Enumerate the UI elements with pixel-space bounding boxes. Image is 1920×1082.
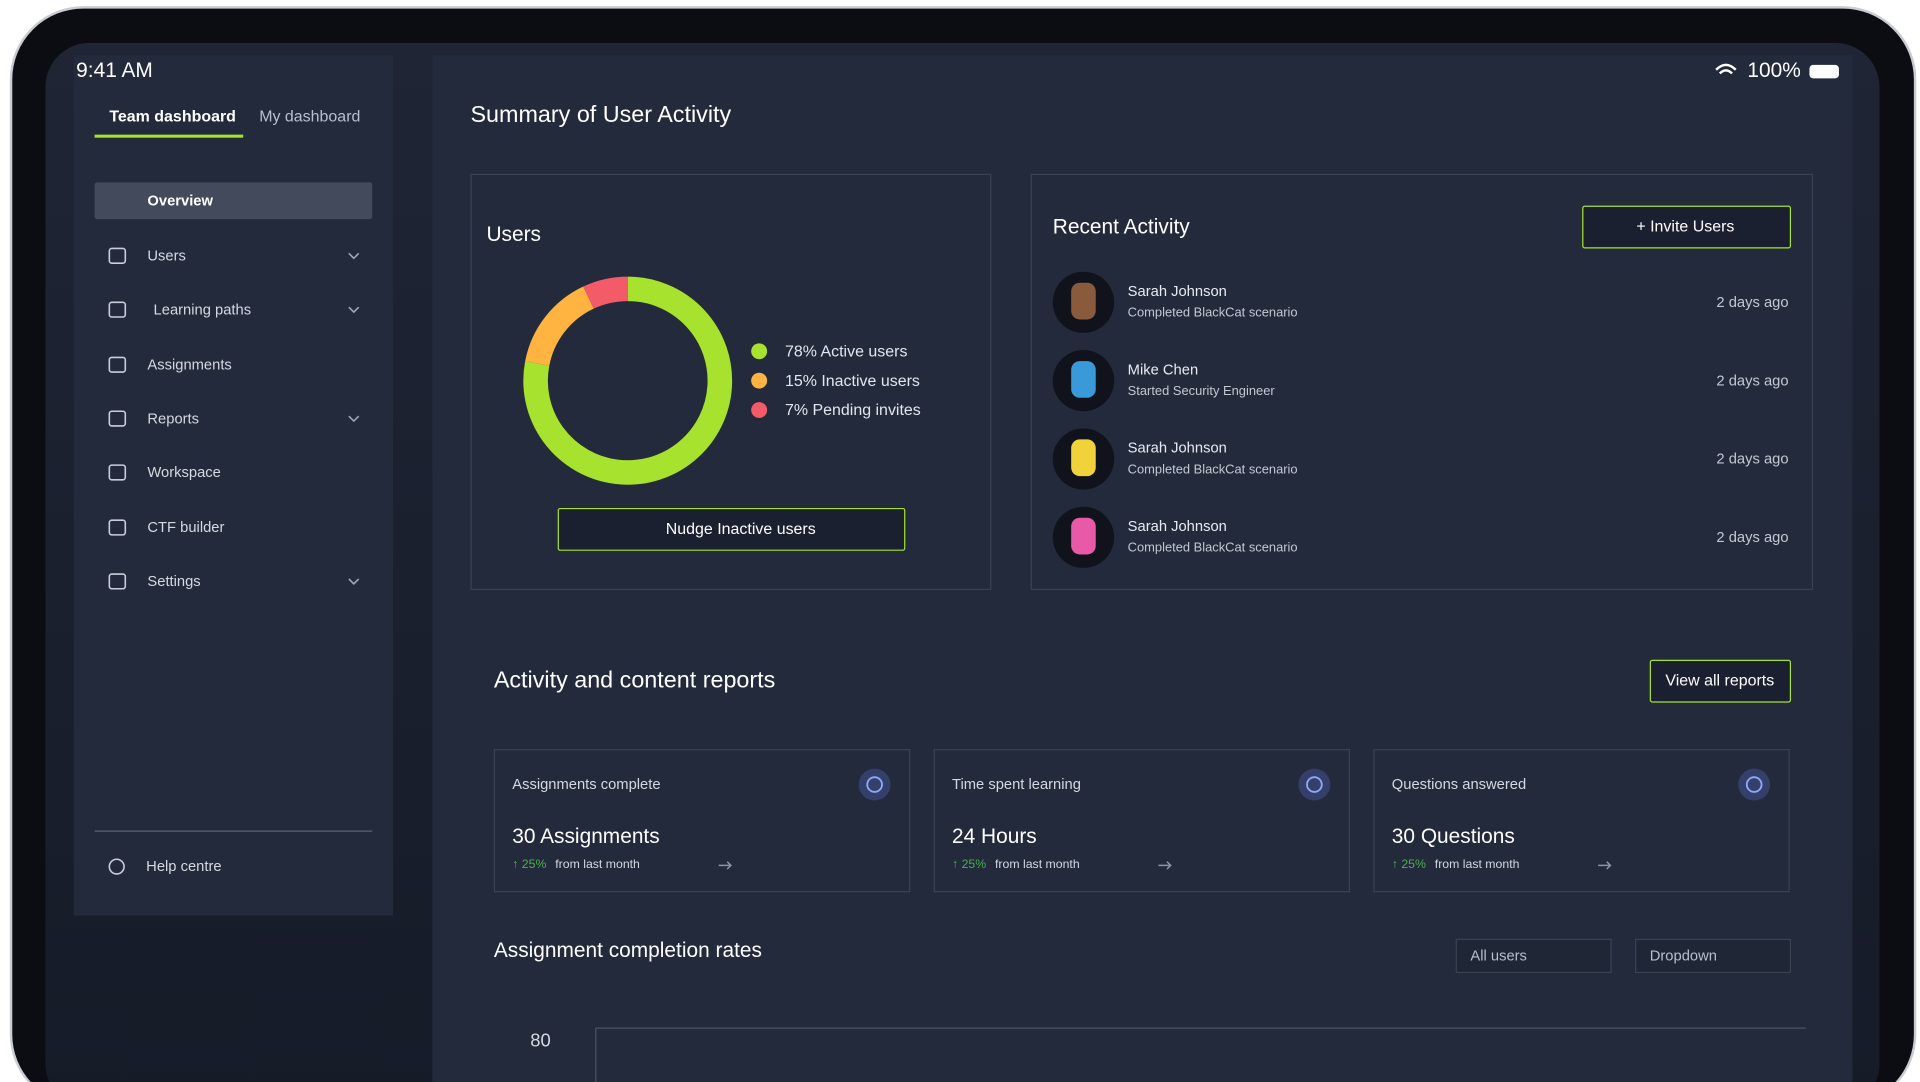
activity-time: 2 days ago	[1716, 528, 1789, 546]
status-battery: 100%	[1747, 58, 1801, 82]
nav-chevron	[348, 306, 360, 314]
nav-icon	[108, 301, 127, 318]
view-reports-label: View all reports	[1665, 670, 1775, 690]
filter-dropdown[interactable]	[1635, 938, 1792, 974]
nav-icon	[108, 573, 127, 590]
nudge-button-label: Nudge Inactive users	[665, 519, 816, 538]
sidebar-tab[interactable]: My dashboard	[259, 106, 361, 126]
stat-card	[493, 749, 911, 893]
recent-title: Recent Activity	[1052, 215, 1190, 239]
nudge-button[interactable]	[557, 507, 906, 551]
stat-note: from last month	[995, 858, 1080, 872]
legend-label: 7% Pending invites	[784, 400, 921, 419]
stat-change: ↑ 25%	[512, 858, 547, 872]
filter-label: All users	[1470, 947, 1527, 965]
nav-chevron	[348, 415, 360, 423]
wifi-icon	[1715, 63, 1737, 75]
stat-label: Assignments complete	[512, 775, 661, 793]
stat-arrow	[718, 861, 732, 870]
legend-dot	[751, 402, 768, 418]
stat-change: ↑ 25%	[1391, 858, 1426, 872]
legend-dot	[751, 372, 768, 389]
stat-icon	[858, 768, 891, 801]
stat-note: from last month	[1434, 858, 1520, 872]
nav-item[interactable]: CTF builder	[147, 518, 225, 536]
activity-action: Completed BlackCat scenario	[1127, 540, 1298, 556]
activity-time: 2 days ago	[1716, 450, 1789, 468]
nav-highlight	[94, 182, 373, 220]
activity-name: Mike Chen	[1127, 360, 1199, 378]
stat-value: 30 Assignments	[512, 824, 660, 848]
donut-segment	[523, 276, 733, 485]
status-time: 9:41 AM	[76, 58, 153, 82]
avatar-figure	[1071, 439, 1096, 477]
nav-item[interactable]: Reports	[147, 409, 200, 427]
view-reports-button[interactable]	[1649, 659, 1792, 703]
nav-chevron	[348, 578, 360, 585]
stat-icon	[1298, 768, 1331, 801]
activity-action: Completed BlackCat scenario	[1127, 462, 1298, 477]
nav-item[interactable]: Overview	[147, 191, 213, 210]
stat-icon	[1738, 768, 1771, 801]
stat-value: 24 Hours	[952, 824, 1037, 848]
nav-item[interactable]: Settings	[147, 572, 201, 590]
y-tick-label: 80	[530, 1030, 551, 1052]
nav-icon	[108, 247, 127, 264]
stat-arrow	[1158, 861, 1172, 870]
activity-name: Sarah Johnson	[1127, 439, 1227, 457]
filter-label: Dropdown	[1649, 947, 1717, 965]
nav-item[interactable]: Assignments	[147, 355, 232, 374]
nav-chevron	[348, 252, 360, 260]
page-title: Summary of User Activity	[470, 102, 732, 129]
nav-icon	[108, 464, 127, 481]
active-tab-underline	[94, 134, 244, 138]
invite-button-label: + Invite Users	[1636, 216, 1735, 236]
nav-item[interactable]: Users	[147, 247, 186, 265]
nav-icon	[108, 356, 127, 373]
avatar-figure	[1071, 282, 1096, 320]
stat-label: Time spent learning	[952, 775, 1081, 793]
stat-card	[1373, 749, 1790, 893]
filter-dropdown[interactable]	[1455, 938, 1612, 974]
stat-arrow	[1598, 861, 1612, 870]
avatar-figure	[1071, 361, 1096, 398]
donut-segment	[525, 286, 595, 367]
activity-action: Completed BlackCat scenario	[1127, 305, 1298, 321]
users-title: Users	[486, 222, 541, 246]
nav-item[interactable]: Workspace	[147, 463, 221, 481]
stat-note: from last month	[555, 858, 640, 872]
activity-time: 2 days ago	[1716, 371, 1789, 389]
nav-icon	[108, 519, 127, 536]
stat-icon-inner	[1745, 776, 1763, 793]
donut-segment	[583, 276, 629, 309]
help-link[interactable]: Help centre	[146, 857, 222, 875]
legend-label: 15% Inactive users	[784, 371, 920, 390]
stat-change: ↑ 25%	[952, 858, 987, 872]
reports-title: Activity and content reports	[493, 667, 776, 694]
sidebar-tab[interactable]: Team dashboard	[109, 106, 236, 126]
stat-card	[933, 749, 1351, 893]
activity-action: Started Security Engineer	[1127, 383, 1275, 399]
activity-time: 2 days ago	[1716, 293, 1789, 311]
nav-item[interactable]: Learning paths	[153, 300, 252, 318]
legend-label: 78% Active users	[784, 341, 908, 361]
avatar-figure	[1071, 517, 1096, 555]
invite-button[interactable]	[1582, 205, 1792, 249]
activity-name: Sarah Johnson	[1127, 282, 1227, 300]
activity-name: Sarah Johnson	[1127, 517, 1227, 535]
stat-value: 30 Questions	[1391, 824, 1515, 848]
completion-title: Assignment completion rates	[493, 938, 762, 962]
battery-icon	[1809, 64, 1839, 79]
nav-icon	[108, 410, 127, 427]
stat-label: Questions answered	[1391, 775, 1527, 793]
help-icon	[108, 858, 125, 875]
stat-icon-inner	[1306, 776, 1323, 793]
recent-card	[1030, 173, 1814, 590]
stat-icon-inner	[866, 776, 883, 793]
users-card	[470, 173, 992, 590]
legend-dot	[751, 343, 768, 360]
